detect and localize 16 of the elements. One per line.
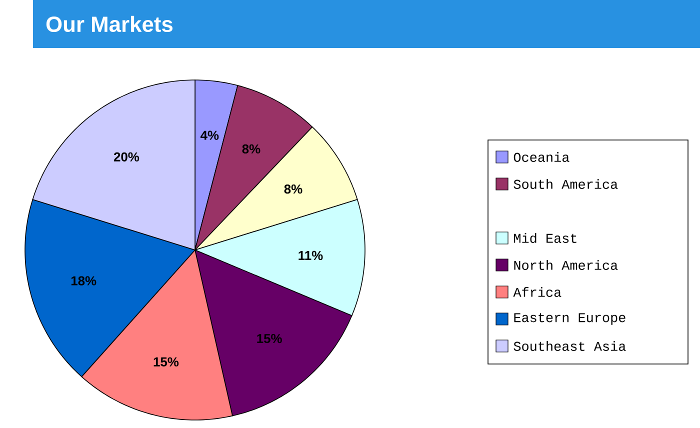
- legend-label: South America: [514, 179, 618, 189]
- legend-label: Mid East: [514, 233, 576, 243]
- legend-label: Southeast Asia: [514, 341, 626, 351]
- data-label: 11%: [298, 250, 323, 260]
- data-label: 4%: [200, 130, 219, 140]
- data-label: 15%: [257, 334, 282, 344]
- data-label: 18%: [71, 276, 96, 286]
- chart-title: Our Markets: [46, 16, 173, 32]
- data-label: 8%: [284, 184, 302, 194]
- legend-label: Oceania: [514, 152, 570, 162]
- data-label: 8%: [242, 144, 260, 154]
- legend-label: North America: [514, 260, 618, 270]
- legend-label: Africa: [513, 287, 562, 297]
- data-label: 15%: [154, 357, 179, 366]
- data-label: 20%: [114, 152, 140, 162]
- legend-label: Eastern Europe: [514, 313, 626, 325]
